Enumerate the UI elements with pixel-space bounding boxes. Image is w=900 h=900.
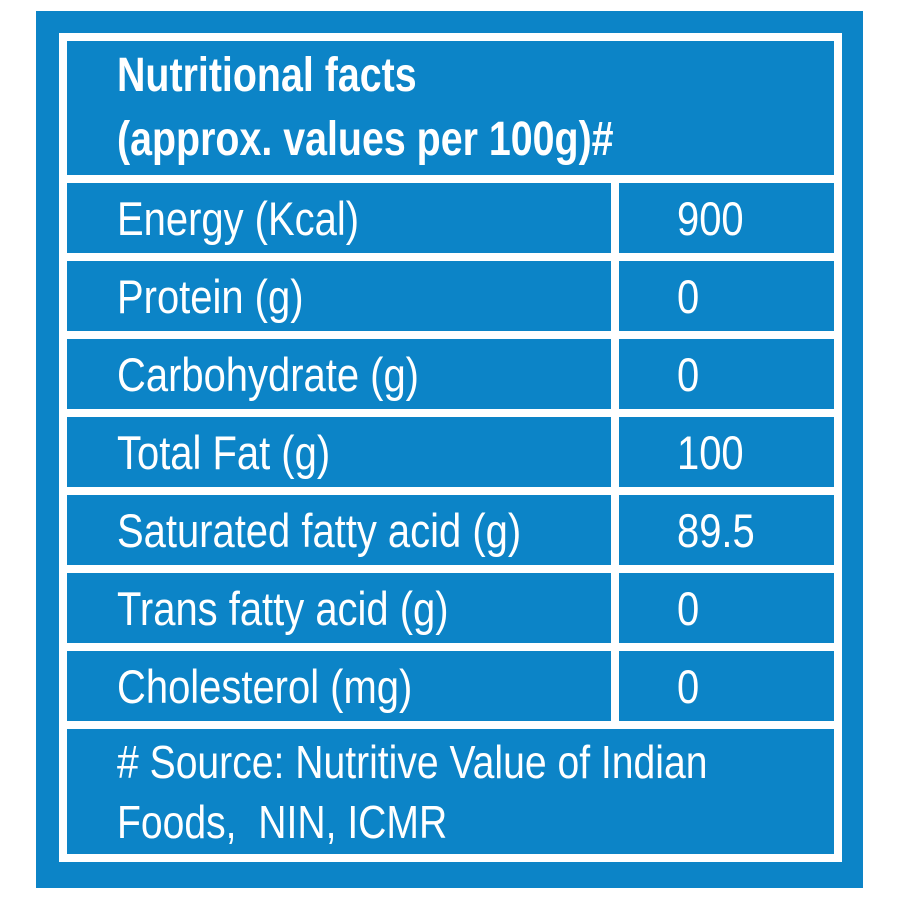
row-value-cell: 100 <box>611 417 834 487</box>
row-value: 0 <box>677 347 700 401</box>
row-label: Protein (g) <box>117 269 304 323</box>
row-value: 0 <box>677 581 700 635</box>
table-row: Energy (Kcal) 900 <box>67 175 834 253</box>
table-row: Cholesterol (mg) 0 <box>67 643 834 721</box>
row-label: Carbohydrate (g) <box>117 347 419 401</box>
row-value-cell: 89.5 <box>611 495 834 565</box>
blue-panel: Nutritional facts (approx. values per 10… <box>36 11 863 888</box>
row-label-cell: Saturated fatty acid (g) <box>67 495 611 565</box>
nutrition-facts-table: Nutritional facts (approx. values per 10… <box>59 33 842 862</box>
source-note-line2: Foods, NIN, ICMR <box>117 795 448 848</box>
row-label: Trans fatty acid (g) <box>117 581 449 635</box>
row-label: Total Fat (g) <box>117 425 331 479</box>
row-value: 0 <box>677 269 700 323</box>
header-subtitle: (approx. values per 100g)# <box>117 113 614 166</box>
table-row: Protein (g) 0 <box>67 253 834 331</box>
table-row: Total Fat (g) 100 <box>67 409 834 487</box>
row-label: Saturated fatty acid (g) <box>117 503 522 557</box>
table-header: Nutritional facts (approx. values per 10… <box>67 41 834 175</box>
table-row: Trans fatty acid (g) 0 <box>67 565 834 643</box>
row-value-cell: 0 <box>611 651 834 721</box>
row-value-cell: 0 <box>611 261 834 331</box>
table-row: Saturated fatty acid (g) 89.5 <box>67 487 834 565</box>
row-value-cell: 0 <box>611 573 834 643</box>
row-label-cell: Total Fat (g) <box>67 417 611 487</box>
row-value-cell: 0 <box>611 339 834 409</box>
source-note: # Source: Nutritive Value of Indian Food… <box>67 721 834 854</box>
row-label-cell: Protein (g) <box>67 261 611 331</box>
row-value-cell: 900 <box>611 183 834 253</box>
row-label: Energy (Kcal) <box>117 191 360 245</box>
row-label: Cholesterol (mg) <box>117 659 413 713</box>
header-title: Nutritional facts <box>117 49 417 102</box>
row-label-cell: Carbohydrate (g) <box>67 339 611 409</box>
row-value: 0 <box>677 659 700 713</box>
row-value: 900 <box>677 191 744 245</box>
row-value: 89.5 <box>677 503 755 557</box>
row-label-cell: Trans fatty acid (g) <box>67 573 611 643</box>
source-note-line1: # Source: Nutritive Value of Indian <box>117 735 708 788</box>
row-label-cell: Energy (Kcal) <box>67 183 611 253</box>
row-label-cell: Cholesterol (mg) <box>67 651 611 721</box>
table-row: Carbohydrate (g) 0 <box>67 331 834 409</box>
row-value: 100 <box>677 425 744 479</box>
